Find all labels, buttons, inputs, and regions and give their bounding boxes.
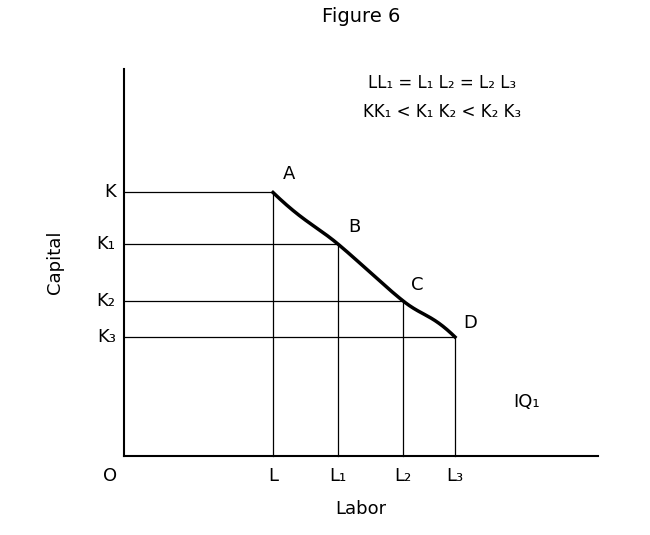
Text: K₃: K₃: [97, 328, 116, 346]
Text: Figure 6: Figure 6: [322, 7, 400, 27]
Text: C: C: [411, 276, 424, 294]
Text: K: K: [104, 184, 116, 202]
Text: A: A: [283, 165, 295, 183]
Text: K₂: K₂: [97, 292, 116, 310]
Text: L₃: L₃: [447, 467, 463, 485]
Text: B: B: [348, 218, 360, 236]
Text: O: O: [103, 467, 118, 485]
Text: K₁: K₁: [97, 235, 116, 253]
Text: LL₁ = L₁ L₂ = L₂ L₃
KK₁ < K₁ K₂ < K₂ K₃: LL₁ = L₁ L₂ = L₂ L₃ KK₁ < K₁ K₂ < K₂ K₃: [363, 74, 521, 121]
Text: L₂: L₂: [395, 467, 411, 485]
Text: L: L: [268, 467, 278, 485]
Text: Capital: Capital: [46, 231, 64, 294]
Text: L₁: L₁: [330, 467, 346, 485]
Text: D: D: [463, 314, 477, 332]
Text: IQ₁: IQ₁: [514, 393, 540, 410]
Text: Labor: Labor: [335, 500, 386, 517]
